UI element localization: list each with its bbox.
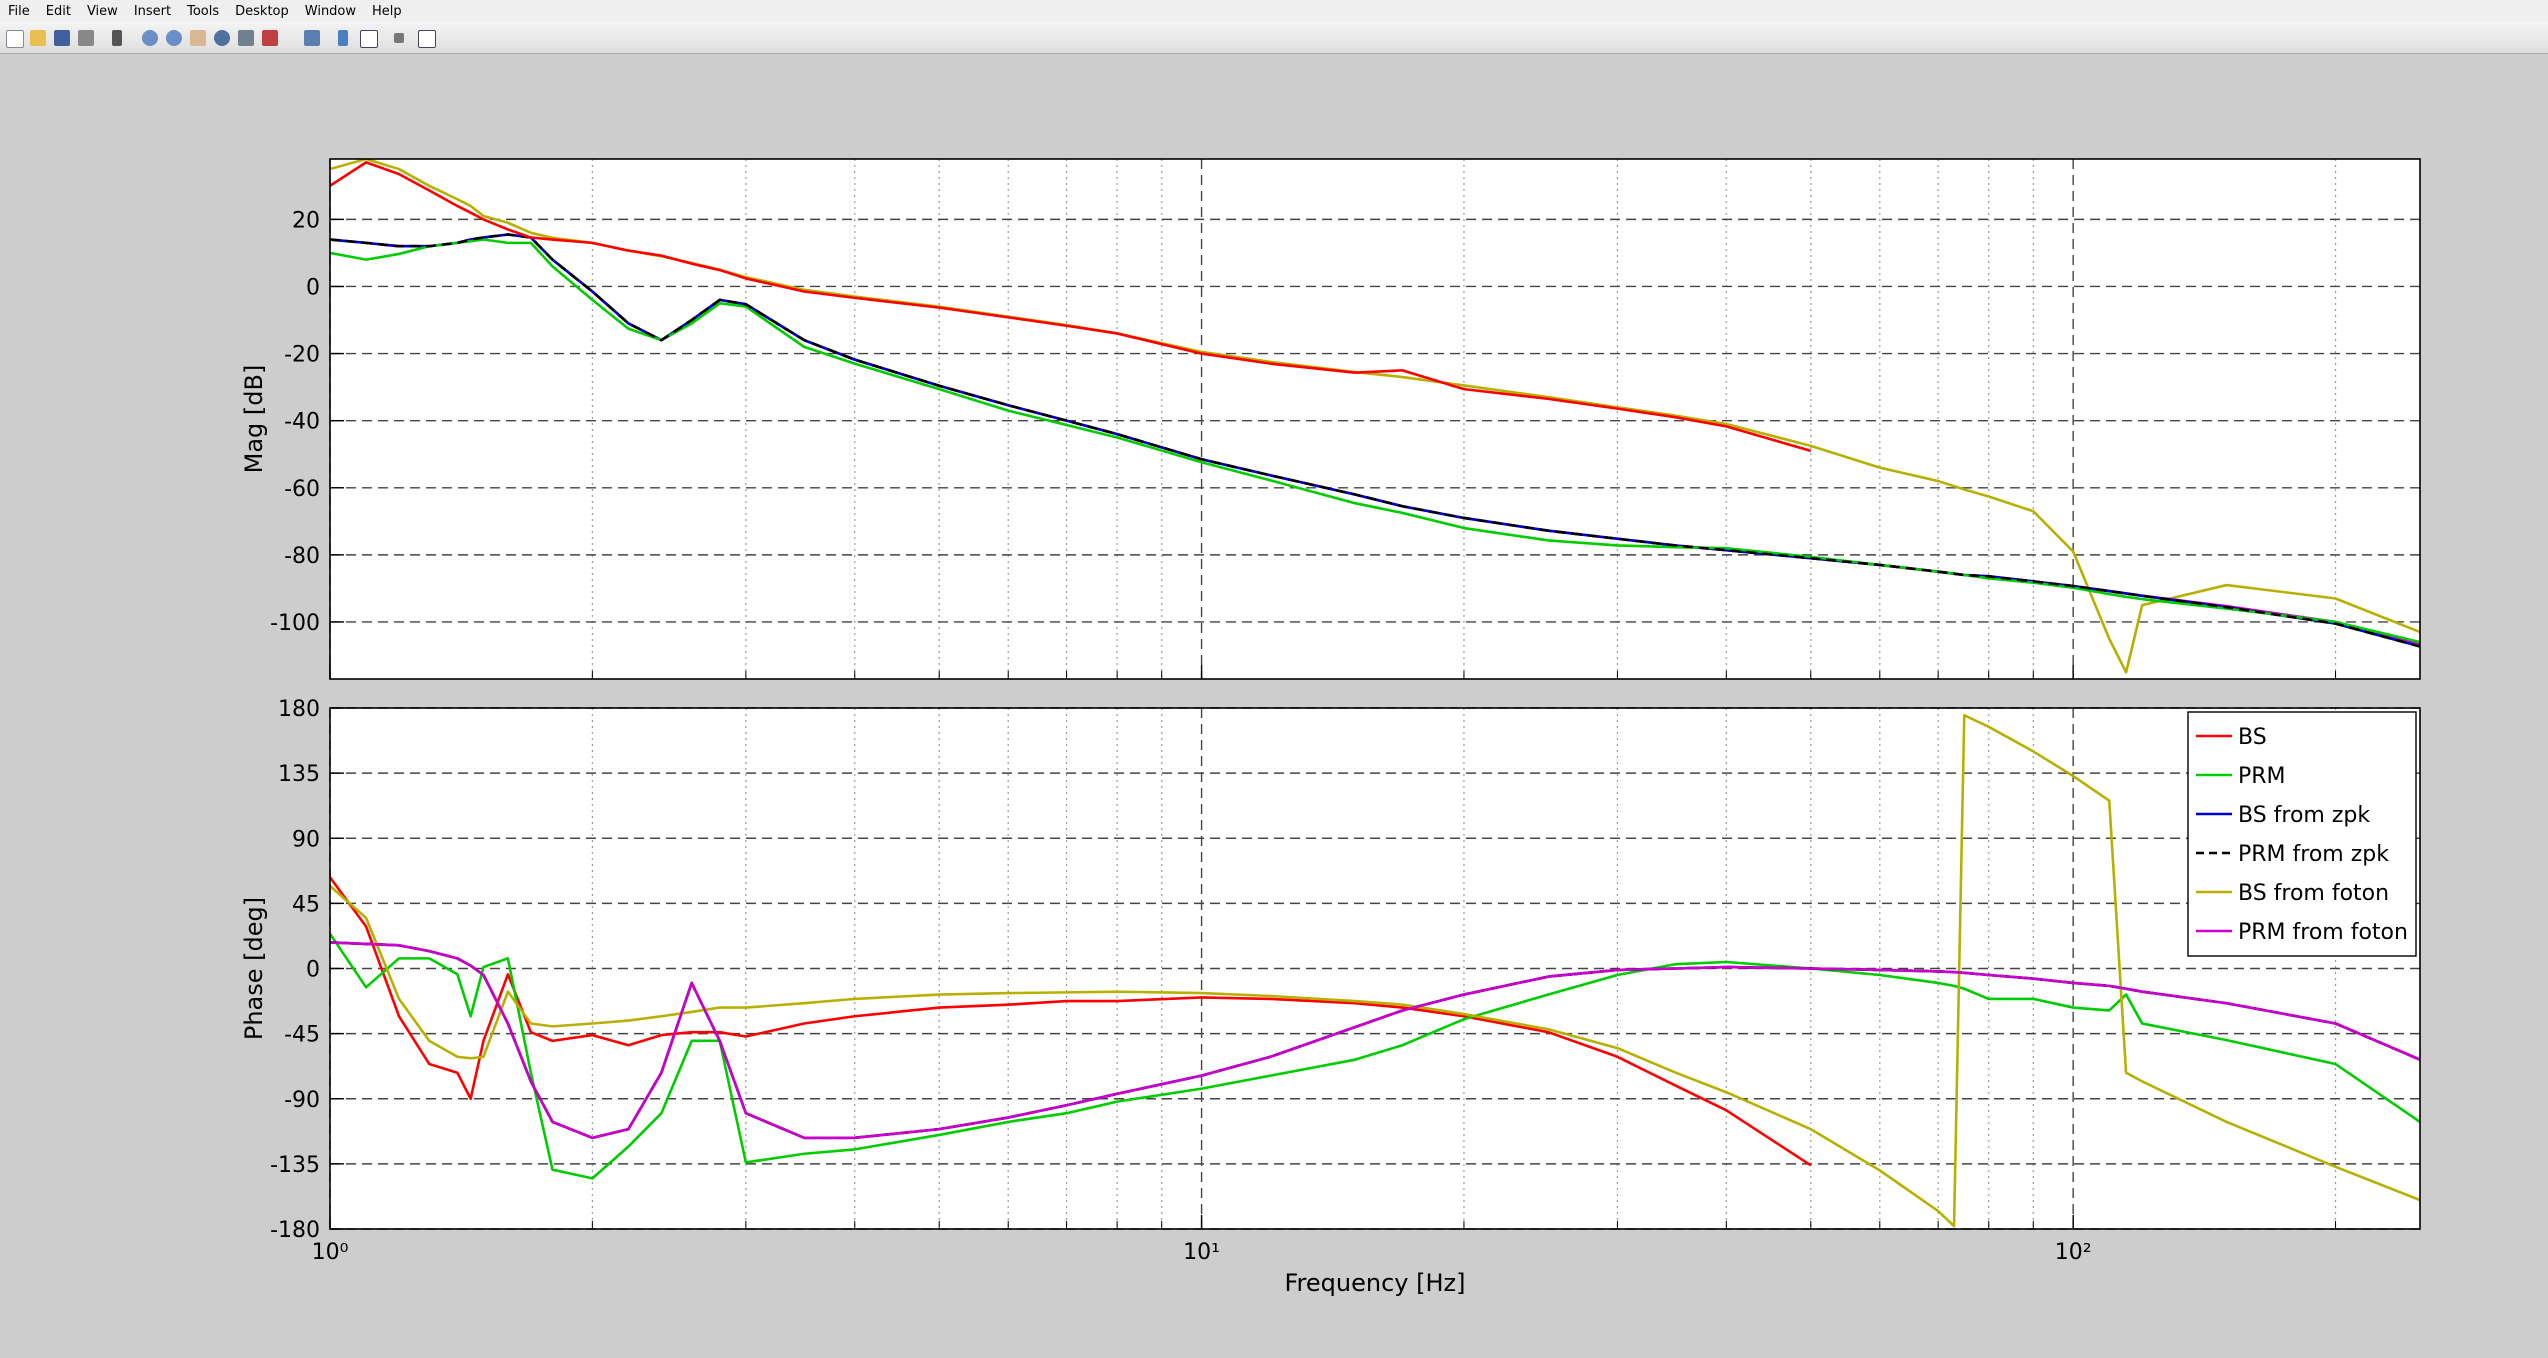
toolbar [0, 22, 2548, 54]
menu-item[interactable]: View [86, 3, 118, 19]
plot-lines [330, 713, 2420, 1228]
menu-item[interactable]: Insert [133, 3, 172, 19]
pan-icon[interactable] [190, 30, 206, 46]
y-tick-label: 45 [292, 892, 320, 917]
dock-icon[interactable] [418, 30, 436, 48]
legend-label: PRM [2238, 764, 2286, 789]
print-icon[interactable] [78, 30, 94, 46]
series-line [330, 941, 2420, 1140]
save-icon[interactable] [54, 30, 70, 46]
axes-background [330, 159, 2420, 679]
y-tick-label: 135 [278, 762, 320, 787]
y-tick-label: 180 [278, 697, 320, 722]
y-tick-label: -40 [284, 410, 320, 435]
colorbar-icon[interactable] [338, 30, 348, 46]
y-tick-label: -45 [284, 1023, 320, 1048]
y-tick-label: 90 [292, 827, 320, 852]
legend-label: PRM from foton [2238, 920, 2408, 945]
y-tick-label: 0 [306, 275, 320, 300]
y-tick-label: -90 [284, 1088, 320, 1113]
series-line [330, 161, 1812, 453]
legend-label: BS from zpk [2238, 803, 2370, 828]
select-icon[interactable] [112, 30, 122, 46]
y-tick-label: -180 [270, 1218, 320, 1243]
series-line [330, 713, 2420, 1228]
series-line [330, 876, 1812, 1167]
menu-item[interactable]: Window [304, 3, 357, 19]
rotate-icon[interactable] [214, 30, 230, 46]
x-axis-label: Frequency [Hz] [1285, 1269, 1466, 1297]
hide-tools-icon[interactable] [394, 33, 404, 43]
menu-item[interactable]: Tools [187, 3, 220, 19]
x-tick-label: 10⁰ [312, 1240, 349, 1265]
y-tick-label: -20 [284, 343, 320, 368]
y-tick-label: -80 [284, 544, 320, 569]
menu-item[interactable]: Edit [45, 3, 71, 19]
menu-item[interactable]: File [8, 3, 30, 19]
zoom-in-icon[interactable] [142, 30, 158, 46]
open-icon[interactable] [30, 30, 46, 46]
datacursor-icon[interactable] [238, 30, 254, 46]
plot-lines [330, 159, 2420, 674]
brush-icon[interactable] [262, 30, 278, 46]
y-tick-label: 0 [306, 958, 320, 983]
series-line [330, 238, 2420, 644]
legend-box [2187, 711, 2417, 957]
menu-bar: File Edit View Insert Tools Desktop Window Help [0, 0, 2548, 22]
link-icon[interactable] [304, 30, 320, 46]
new-icon[interactable] [6, 30, 24, 48]
x-tick-label: 10¹ [1183, 1240, 1220, 1265]
zoom-out-icon[interactable] [166, 30, 182, 46]
y-axis-label: Mag [dB] [240, 365, 268, 474]
series-line [330, 933, 2420, 1180]
legend-label: BS from foton [2238, 881, 2389, 906]
series-line [330, 159, 2420, 674]
y-tick-label: -135 [270, 1153, 320, 1178]
menu-item[interactable]: Help [372, 3, 402, 19]
x-tick-label: 10² [2055, 1240, 2092, 1265]
menu-item[interactable]: Desktop [235, 3, 289, 19]
y-tick-label: 20 [292, 208, 320, 233]
legend-label: BS [2238, 725, 2267, 750]
axes-box [329, 158, 2421, 680]
axes-box [329, 707, 2421, 1230]
legend-label: PRM from zpk [2238, 842, 2389, 867]
y-axis-label: Phase [deg] [240, 897, 268, 1040]
y-tick-label: -100 [270, 611, 320, 636]
legend-icon[interactable] [360, 30, 378, 48]
y-tick-label: -60 [284, 477, 320, 502]
series-line [330, 233, 2420, 648]
